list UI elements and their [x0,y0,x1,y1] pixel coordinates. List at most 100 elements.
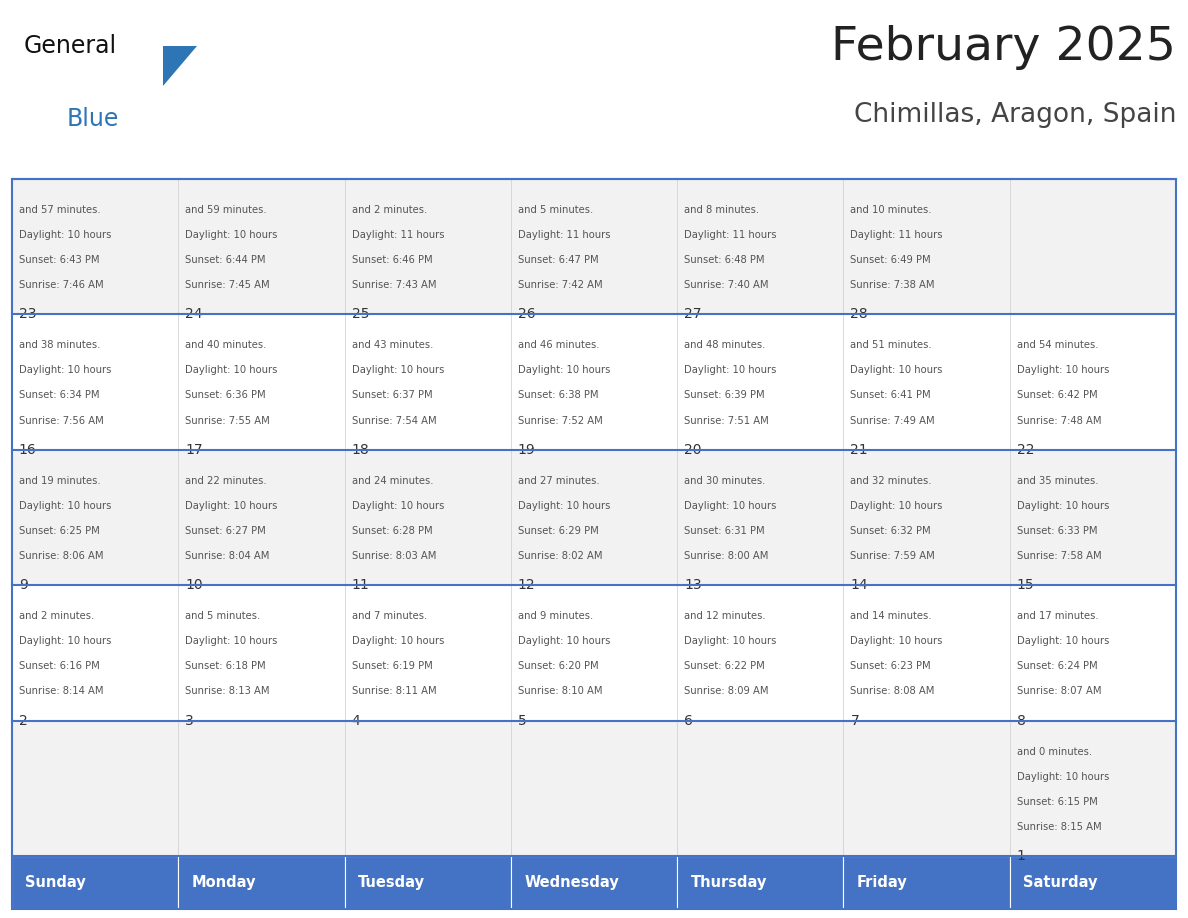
Text: Sunrise: 7:52 AM: Sunrise: 7:52 AM [518,416,602,426]
Text: Sunset: 6:32 PM: Sunset: 6:32 PM [851,526,931,536]
Text: Sunset: 6:47 PM: Sunset: 6:47 PM [518,255,599,265]
Text: and 32 minutes.: and 32 minutes. [851,476,931,486]
Text: and 17 minutes.: and 17 minutes. [1017,611,1099,621]
Text: Sunrise: 8:14 AM: Sunrise: 8:14 AM [19,687,103,697]
Text: Daylight: 10 hours: Daylight: 10 hours [19,636,112,646]
Text: Blue: Blue [67,107,119,131]
Text: Sunday: Sunday [25,875,86,890]
Bar [677,315,843,450]
Text: Daylight: 10 hours: Daylight: 10 hours [185,636,278,646]
Text: Daylight: 10 hours: Daylight: 10 hours [19,230,112,240]
Text: and 30 minutes.: and 30 minutes. [684,476,765,486]
Text: and 35 minutes.: and 35 minutes. [1017,476,1098,486]
Text: and 40 minutes.: and 40 minutes. [185,341,266,351]
Text: Sunset: 6:36 PM: Sunset: 6:36 PM [185,390,266,400]
Text: General: General [24,34,116,58]
Text: Daylight: 11 hours: Daylight: 11 hours [518,230,611,240]
Text: Sunrise: 7:49 AM: Sunrise: 7:49 AM [851,416,935,426]
Text: and 57 minutes.: and 57 minutes. [19,205,101,215]
Text: Sunset: 6:31 PM: Sunset: 6:31 PM [684,526,765,536]
Text: 7: 7 [851,713,859,728]
Bar [1010,586,1176,721]
Text: Daylight: 10 hours: Daylight: 10 hours [185,365,278,375]
Text: and 24 minutes.: and 24 minutes. [352,476,432,486]
Text: Daylight: 10 hours: Daylight: 10 hours [19,501,112,510]
Text: Sunset: 6:49 PM: Sunset: 6:49 PM [851,255,931,265]
Bar [677,586,843,721]
Text: and 43 minutes.: and 43 minutes. [352,341,432,351]
Text: Daylight: 10 hours: Daylight: 10 hours [851,365,943,375]
Bar [178,179,345,315]
Text: Daylight: 10 hours: Daylight: 10 hours [352,501,444,510]
Text: Daylight: 10 hours: Daylight: 10 hours [185,230,278,240]
Bar [345,315,511,450]
Text: Sunset: 6:28 PM: Sunset: 6:28 PM [352,526,432,536]
Text: Sunrise: 7:45 AM: Sunrise: 7:45 AM [185,280,270,290]
Bar [12,856,178,909]
Text: Sunrise: 8:15 AM: Sunrise: 8:15 AM [1017,822,1101,832]
Text: Sunrise: 7:40 AM: Sunrise: 7:40 AM [684,280,769,290]
Text: 16: 16 [19,442,37,456]
Text: Sunrise: 8:02 AM: Sunrise: 8:02 AM [518,551,602,561]
Text: 4: 4 [352,713,360,728]
Text: Daylight: 10 hours: Daylight: 10 hours [851,636,943,646]
Bar [511,315,677,450]
Text: and 27 minutes.: and 27 minutes. [518,476,600,486]
Text: Sunset: 6:20 PM: Sunset: 6:20 PM [518,661,599,671]
Text: Monday: Monday [191,875,255,890]
Bar [843,450,1010,586]
Text: and 5 minutes.: and 5 minutes. [185,611,260,621]
Bar [1010,856,1176,909]
Text: 2: 2 [19,713,27,728]
Text: Sunset: 6:33 PM: Sunset: 6:33 PM [1017,526,1098,536]
Text: and 10 minutes.: and 10 minutes. [851,205,931,215]
Polygon shape [163,46,197,86]
Text: 1: 1 [1017,849,1025,863]
Text: Sunrise: 7:58 AM: Sunrise: 7:58 AM [1017,551,1101,561]
Text: Sunrise: 7:38 AM: Sunrise: 7:38 AM [851,280,935,290]
Bar [178,856,345,909]
Bar [677,856,843,909]
Text: Sunrise: 8:00 AM: Sunrise: 8:00 AM [684,551,769,561]
Text: and 7 minutes.: and 7 minutes. [352,611,426,621]
Bar [12,586,178,721]
Bar [677,721,843,856]
Text: Sunrise: 7:43 AM: Sunrise: 7:43 AM [352,280,436,290]
Text: Daylight: 10 hours: Daylight: 10 hours [684,365,777,375]
Text: 24: 24 [185,308,203,321]
Text: and 38 minutes.: and 38 minutes. [19,341,100,351]
Text: Sunrise: 7:59 AM: Sunrise: 7:59 AM [851,551,935,561]
Text: 5: 5 [518,713,526,728]
Bar [677,450,843,586]
Text: Sunset: 6:43 PM: Sunset: 6:43 PM [19,255,100,265]
Text: Sunrise: 8:11 AM: Sunrise: 8:11 AM [352,687,436,697]
Text: and 9 minutes.: and 9 minutes. [518,611,593,621]
Text: Daylight: 10 hours: Daylight: 10 hours [1017,636,1110,646]
Text: Sunrise: 8:07 AM: Sunrise: 8:07 AM [1017,687,1101,697]
Text: and 19 minutes.: and 19 minutes. [19,476,101,486]
Text: Sunrise: 7:54 AM: Sunrise: 7:54 AM [352,416,436,426]
Bar [511,856,677,909]
Text: and 51 minutes.: and 51 minutes. [851,341,933,351]
Text: 25: 25 [352,308,369,321]
Text: and 2 minutes.: and 2 minutes. [352,205,426,215]
Text: Sunset: 6:34 PM: Sunset: 6:34 PM [19,390,100,400]
Bar [843,856,1010,909]
Bar [345,856,511,909]
Text: Daylight: 10 hours: Daylight: 10 hours [352,636,444,646]
Text: Sunset: 6:25 PM: Sunset: 6:25 PM [19,526,100,536]
Bar [511,721,677,856]
Text: Wednesday: Wednesday [524,875,619,890]
Text: Sunset: 6:22 PM: Sunset: 6:22 PM [684,661,765,671]
Text: Sunset: 6:44 PM: Sunset: 6:44 PM [185,255,266,265]
Bar [345,450,511,586]
Text: and 22 minutes.: and 22 minutes. [185,476,267,486]
Bar [178,450,345,586]
Text: 18: 18 [352,442,369,456]
Text: Sunset: 6:48 PM: Sunset: 6:48 PM [684,255,765,265]
Bar [843,179,1010,315]
Text: 23: 23 [19,308,37,321]
Text: 15: 15 [1017,578,1035,592]
Text: Daylight: 11 hours: Daylight: 11 hours [684,230,777,240]
Text: and 8 minutes.: and 8 minutes. [684,205,759,215]
